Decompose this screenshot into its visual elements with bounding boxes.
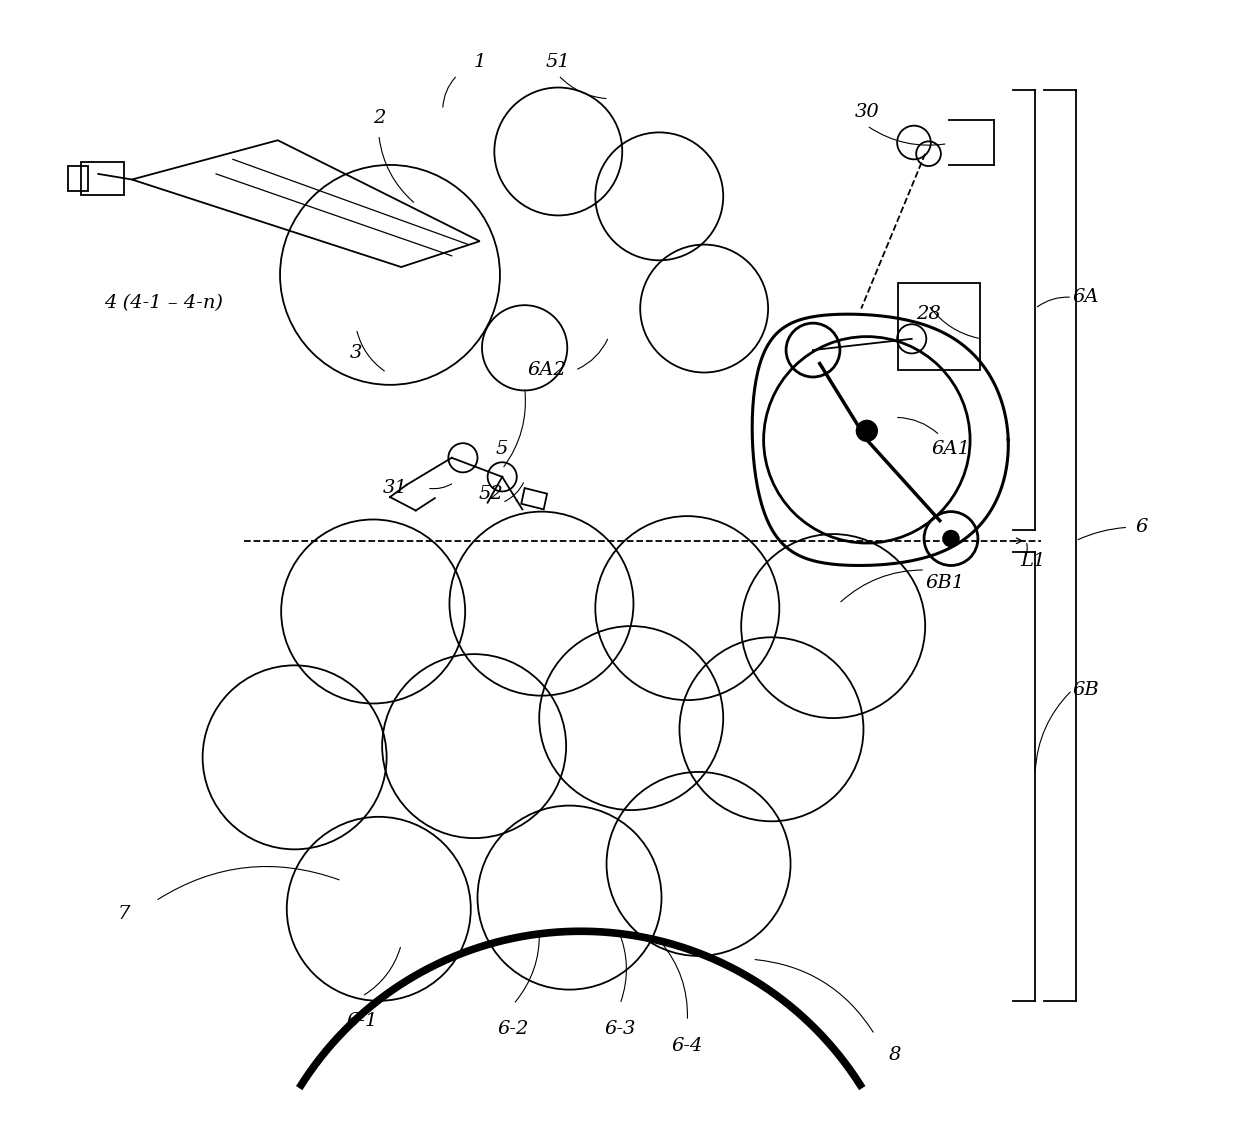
Bar [82, 162, 124, 195]
Text: L1: L1 [1021, 552, 1045, 570]
Text: 6-4: 6-4 [672, 1037, 703, 1055]
Circle shape [857, 421, 877, 441]
Text: 6A2: 6A2 [528, 361, 567, 379]
Text: 6A1: 6A1 [931, 440, 971, 458]
Text: 1: 1 [474, 53, 486, 71]
Text: 6B1: 6B1 [926, 574, 965, 592]
Text: 2: 2 [372, 109, 384, 127]
Text: 3: 3 [350, 344, 362, 362]
Text: 30: 30 [854, 103, 879, 121]
Text: 4 (4-1 – 4-n): 4 (4-1 – 4-n) [104, 294, 223, 312]
Circle shape [944, 531, 959, 546]
Text: 5: 5 [496, 440, 508, 458]
Text: 6A: 6A [1073, 288, 1099, 306]
Text: 8: 8 [889, 1046, 901, 1064]
Bar [898, 283, 980, 370]
Text: 6-3: 6-3 [604, 1020, 636, 1038]
Text: 6: 6 [1136, 518, 1148, 536]
Text: 6B: 6B [1073, 681, 1099, 699]
Text: 52: 52 [479, 485, 503, 503]
Text: 51: 51 [546, 53, 570, 71]
Text: 6-2: 6-2 [497, 1020, 529, 1038]
Text: 6-1: 6-1 [346, 1012, 378, 1030]
Text: 28: 28 [916, 305, 941, 323]
Bar [68, 166, 88, 191]
Text: 7: 7 [118, 905, 130, 923]
Text: 31: 31 [383, 479, 408, 497]
